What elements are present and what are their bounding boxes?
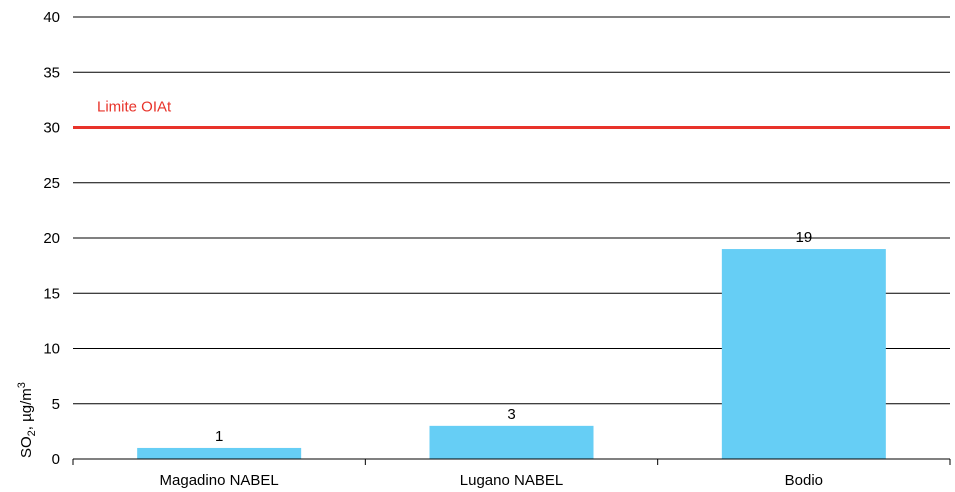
y-label-sup: 3: [16, 382, 28, 388]
data-label: 19: [795, 229, 812, 246]
y-label-sub: 2: [26, 430, 38, 436]
bar: [137, 447, 302, 459]
category-label: Magadino NABEL: [160, 472, 279, 489]
limit-label: Limite OIAt: [97, 99, 172, 116]
bars: [137, 249, 886, 459]
y-tick-label: 25: [43, 175, 60, 192]
y-tick-label: 10: [43, 341, 60, 358]
bar: [429, 425, 594, 459]
y-tick-label: 15: [43, 285, 60, 302]
bar: [721, 249, 886, 459]
y-tick-label: 0: [52, 451, 60, 468]
data-label: 3: [507, 406, 515, 423]
y-tick-labels: 0 5 10 15 20 25 30 35 40: [43, 9, 60, 468]
y-label-mid: , µg/m: [18, 388, 35, 430]
category-label: Lugano NABEL: [460, 472, 563, 489]
y-tick-label: 30: [43, 120, 60, 137]
y-tick-label: 20: [43, 230, 60, 247]
data-labels: 1 3 19: [215, 229, 812, 445]
y-label-main: SO: [18, 436, 35, 458]
y-tick-label: 5: [52, 396, 60, 413]
x-axis: [72, 458, 951, 465]
y-axis-label: SO2, µg/m3: [16, 382, 38, 458]
y-tick-label: 40: [43, 9, 60, 26]
data-label: 1: [215, 428, 223, 445]
y-tick-label: 35: [43, 64, 60, 81]
category-label: Bodio: [785, 472, 823, 489]
limit-line-group: Limite OIAt: [73, 99, 950, 129]
category-labels: Magadino NABEL Lugano NABEL Bodio: [160, 472, 823, 489]
